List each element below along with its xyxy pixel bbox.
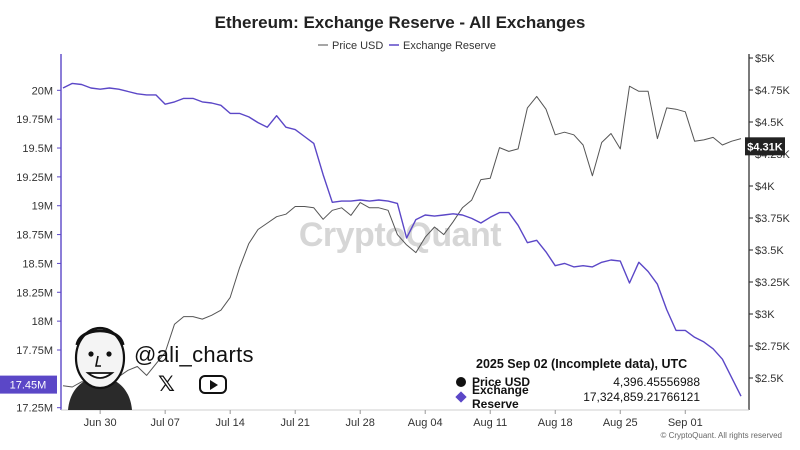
avatar-hairline bbox=[75, 329, 125, 346]
tooltip-row-price: Price USD 4,396.45556988 bbox=[456, 374, 706, 389]
chart-title: Ethereum: Exchange Reserve - All Exchang… bbox=[215, 13, 586, 32]
x-tick-label: Jun 30 bbox=[84, 417, 117, 429]
right-tick-label: $3K bbox=[755, 309, 775, 321]
left-tick-label: 17.75M bbox=[16, 345, 53, 357]
tooltip-heading: 2025 Sep 02 (Incomplete data), UTC bbox=[476, 357, 688, 371]
twitter-handle: @ali_charts bbox=[134, 342, 254, 367]
tooltip-price-label: Price USD bbox=[472, 374, 531, 389]
left-tick-label: 19.5M bbox=[22, 143, 53, 155]
left-tick-label: 18.25M bbox=[16, 287, 53, 299]
avatar-eye bbox=[106, 351, 112, 357]
left-tick-label: 20M bbox=[32, 85, 53, 97]
x-tick-label: Aug 18 bbox=[538, 417, 573, 429]
left-tick-label: 19.75M bbox=[16, 114, 53, 126]
x-icon: 𝕏 bbox=[158, 372, 175, 396]
price-badge-label: $4.31K bbox=[747, 141, 783, 153]
price-series-line bbox=[62, 85, 742, 388]
axes: 20M 19.75M 19.5M 19.25M 19M 18.75M 18.5M 18.25M… bbox=[16, 53, 790, 429]
avatar-nose bbox=[95, 355, 101, 367]
tooltip-reserve-value: 17,324,859.21766121 bbox=[583, 389, 700, 404]
reserve-badge-label: 17.45M bbox=[10, 380, 47, 392]
tooltip-price-value: 4,396.45556988 bbox=[613, 374, 700, 389]
axis-badges: 17.45M $4.31K bbox=[0, 137, 785, 394]
legend-item: Price USD bbox=[332, 40, 383, 52]
right-tick-label: $2.5K bbox=[755, 373, 784, 385]
x-tick-label: Sep 01 bbox=[668, 417, 703, 429]
avatar bbox=[68, 326, 132, 410]
avatar-smile bbox=[85, 372, 115, 379]
watermark: CryptoQuant bbox=[299, 216, 501, 254]
avatar-body bbox=[68, 376, 132, 410]
series-layer bbox=[62, 82, 742, 397]
social-icons: 𝕏 bbox=[158, 374, 227, 395]
tooltip-box: 2025 Sep 02 (Incomplete data), UTC Price… bbox=[455, 357, 706, 411]
x-tick-label: Jul 07 bbox=[150, 417, 179, 429]
reserve-diamond-icon bbox=[455, 390, 467, 403]
tooltip-reserve-label: Exchange Reserve bbox=[472, 382, 529, 411]
left-tick-label: 17.25M bbox=[16, 403, 53, 415]
left-tick-label: 18M bbox=[32, 316, 53, 328]
x-tick-label: Jul 14 bbox=[215, 417, 244, 429]
left-tick-label: 18.5M bbox=[22, 258, 53, 270]
reserve-badge-bg bbox=[0, 375, 57, 394]
left-tick-label: 19M bbox=[32, 201, 53, 213]
left-tick-label: 19.25M bbox=[16, 172, 53, 184]
right-tick-label: $3.25K bbox=[755, 277, 791, 289]
legend: Price USD Exchange Reserve bbox=[318, 40, 496, 52]
right-tick-label: $2.75K bbox=[755, 341, 791, 353]
x-tick-label: Aug 04 bbox=[408, 417, 443, 429]
right-tick-label: $3.75K bbox=[755, 213, 791, 225]
price-badge-bg bbox=[745, 137, 785, 156]
price-dot-icon bbox=[456, 376, 466, 387]
right-tick-label: $4K bbox=[755, 181, 775, 193]
x-tick-label: Jul 21 bbox=[281, 417, 310, 429]
right-tick-label: $5K bbox=[755, 53, 775, 65]
right-tick-label: $3.5K bbox=[755, 245, 784, 257]
avatar-eye bbox=[88, 351, 94, 357]
copyright-note: © CryptoQuant. All rights reserved bbox=[660, 431, 783, 440]
right-tick-label: $4.5K bbox=[755, 117, 784, 129]
x-tick-label: Jul 28 bbox=[346, 417, 375, 429]
left-tick-label: 18.75M bbox=[16, 230, 53, 242]
legend-item: Exchange Reserve bbox=[403, 40, 496, 52]
x-tick-label: Aug 25 bbox=[603, 417, 638, 429]
x-tick-label: Aug 11 bbox=[473, 417, 507, 429]
reserve-series-line bbox=[62, 82, 742, 397]
youtube-icon bbox=[198, 375, 227, 394]
right-tick-label: $4.75K bbox=[755, 85, 791, 97]
tooltip-row-reserve: Exchange Reserve 17,324,859.21766121 bbox=[455, 383, 706, 411]
